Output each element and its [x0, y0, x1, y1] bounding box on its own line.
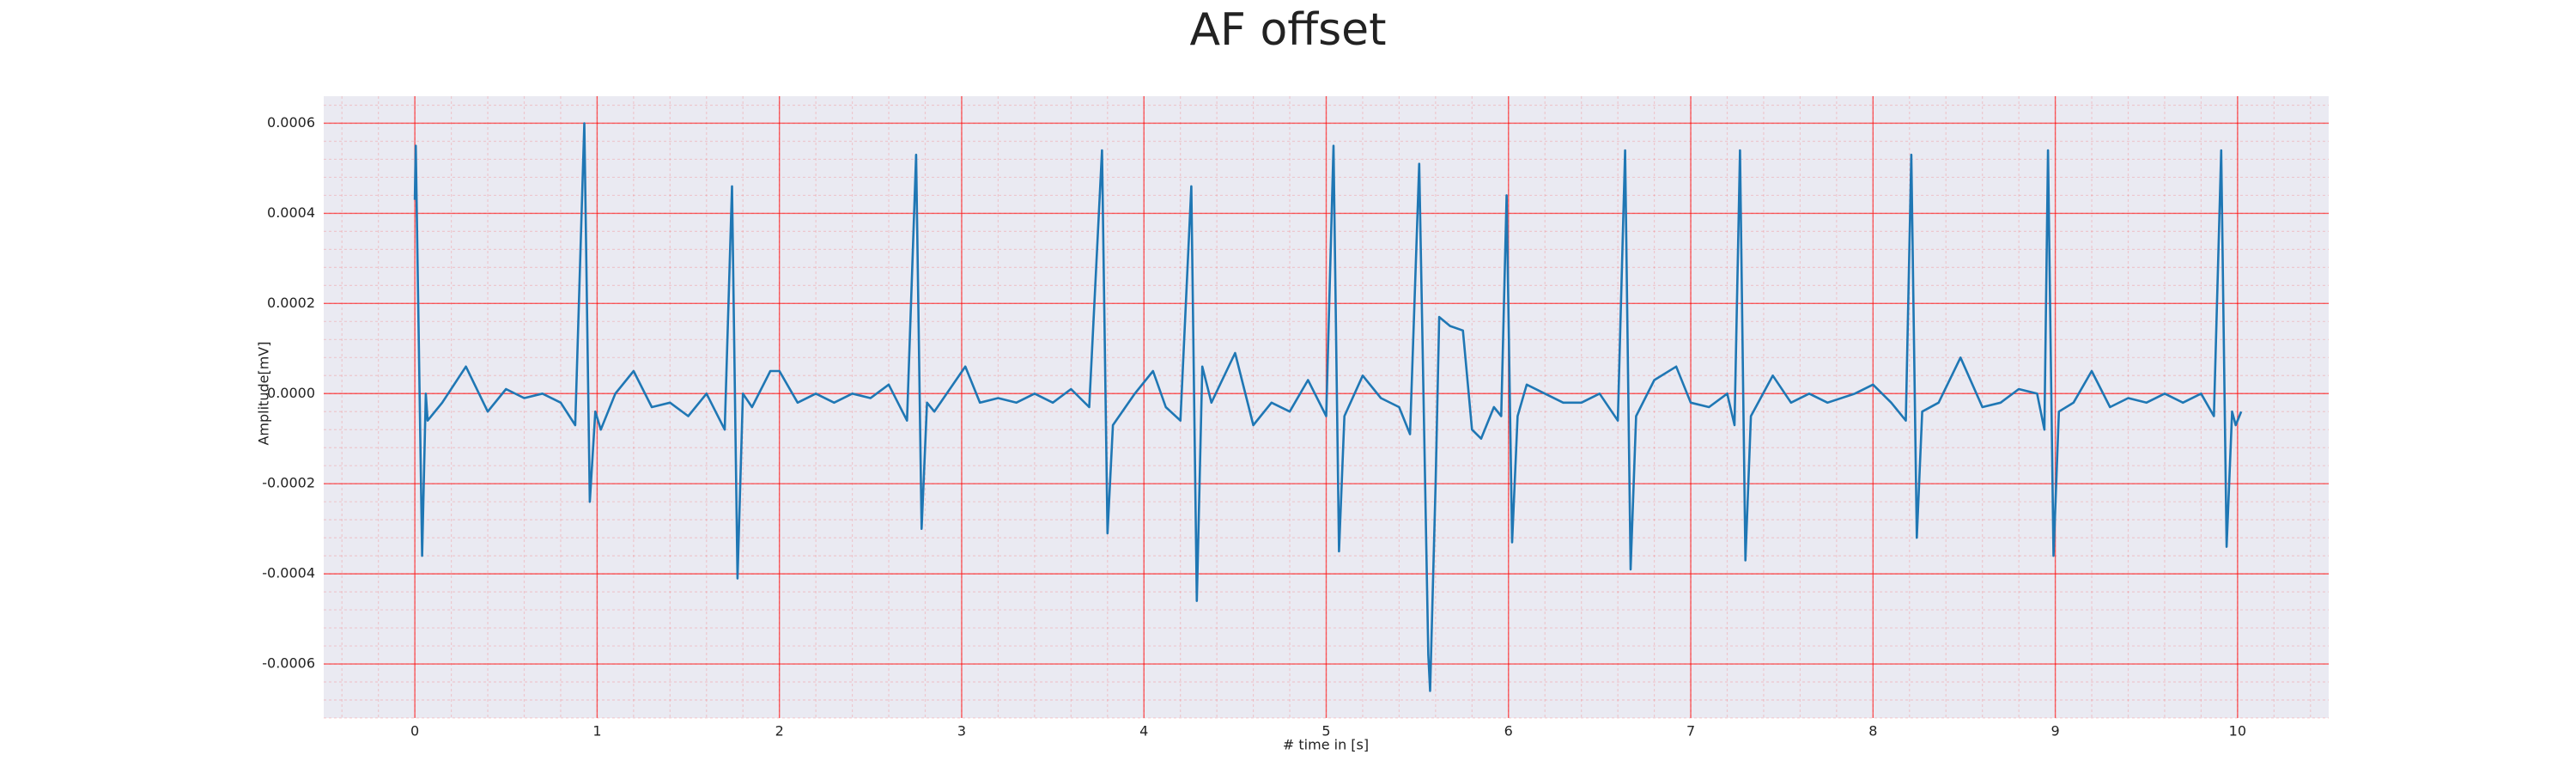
x-tick-label: 6 — [1504, 723, 1513, 740]
x-tick-label: 10 — [2229, 723, 2246, 740]
y-tick-label: -0.0006 — [262, 655, 315, 672]
y-tick-label: 0.0002 — [267, 295, 315, 311]
chart-title: AF offset — [1189, 4, 1386, 56]
signal-line — [413, 122, 2243, 692]
x-tick-label: 3 — [957, 723, 966, 740]
x-tick-label: 5 — [1321, 723, 1330, 740]
y-tick-label: 0.0000 — [267, 385, 315, 401]
y-axis-label: Amplitude[mV] — [256, 341, 272, 445]
y-tick-label: 0.0004 — [267, 204, 315, 221]
x-tick-label: 2 — [775, 723, 784, 740]
x-axis-label: # time in [s] — [1283, 737, 1369, 753]
x-tick-label: 9 — [2050, 723, 2059, 740]
y-tick-label: 0.0006 — [267, 114, 315, 131]
y-tick-label: -0.0002 — [262, 475, 315, 491]
x-tick-label: 8 — [1868, 723, 1877, 740]
x-tick-label: 0 — [410, 723, 419, 740]
x-tick-label: 7 — [1686, 723, 1695, 740]
x-tick-label: 4 — [1139, 723, 1148, 740]
x-tick-label: 1 — [592, 723, 601, 740]
y-tick-label: -0.0004 — [262, 565, 315, 581]
